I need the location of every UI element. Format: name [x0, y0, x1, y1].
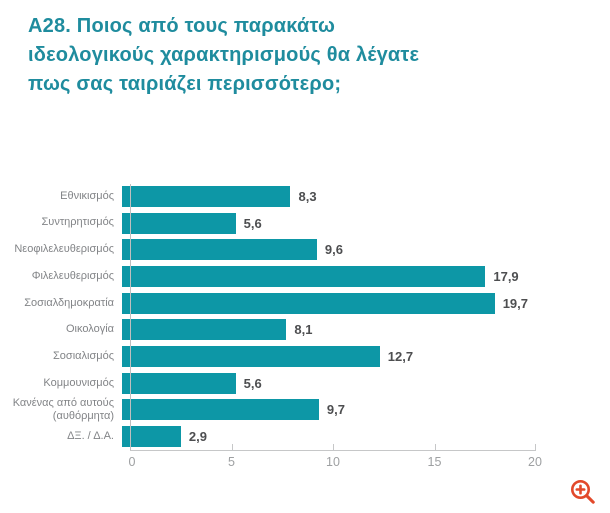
category-label: ΔΞ. / Δ.Α.: [67, 429, 114, 442]
bar-track: 17,9: [122, 265, 528, 287]
value-label: 2,9: [188, 429, 207, 445]
zoom-in-icon-svg: [571, 480, 595, 504]
category-label: Νεοφιλελευθερισμός: [14, 243, 114, 256]
bar-track: 9,7: [122, 399, 528, 421]
value-label: 5,6: [243, 375, 262, 391]
bar: [122, 185, 291, 207]
value-label: 9,6: [324, 242, 343, 258]
chart-row: Σοσιαλισμός 12,7: [0, 343, 610, 370]
bar-track: 8,3: [122, 185, 528, 207]
x-tick-label: 5: [228, 455, 235, 469]
bar-track: 12,7: [122, 345, 528, 367]
chart-row: Εθνικισμός 8,3: [0, 183, 610, 210]
value-label: 8,1: [294, 322, 313, 338]
category-label: Κανένας από αυτούς (αυθόρμητα): [12, 396, 114, 422]
chart-row: Συντηρητισμός 5,6: [0, 210, 610, 237]
bar-track: 8,1: [122, 319, 528, 341]
x-tick-label: 20: [528, 455, 542, 469]
bar: [122, 239, 317, 261]
bar: [122, 265, 486, 287]
bar-track: 9,6: [122, 239, 528, 261]
value-label: 9,7: [326, 402, 345, 418]
bar-track: 5,6: [122, 372, 528, 394]
category-label: Συντηρητισμός: [41, 216, 115, 229]
bar: [122, 212, 236, 234]
bar-rows: Εθνικισμός 8,3 Συντηρητισμός 5,6 Νεοφιλε…: [0, 183, 610, 450]
value-label: 17,9: [493, 268, 519, 284]
bar: [122, 345, 380, 367]
y-axis-line: [130, 184, 131, 450]
value-label: 19,7: [502, 295, 528, 311]
category-label: Οικολογία: [65, 323, 114, 336]
value-label: 12,7: [387, 348, 414, 364]
x-axis-tick: [434, 444, 436, 451]
bar: [122, 426, 181, 448]
bar-track: 2,9: [122, 426, 528, 448]
chart-row: Νεοφιλελευθερισμός 9,6: [0, 236, 610, 263]
category-label: Κομμουνισμός: [43, 376, 114, 389]
bar-chart: Εθνικισμός 8,3 Συντηρητισμός 5,6 Νεοφιλε…: [0, 183, 610, 469]
bar: [122, 372, 236, 394]
category-label: Σοσιαλισμός: [53, 349, 114, 362]
x-axis-tick: [231, 444, 233, 451]
chart-row: Σοσιαλδημοκρατία 19,7: [0, 290, 610, 317]
x-tick-label: 15: [427, 455, 442, 469]
category-label: Σοσιαλδημοκρατία: [24, 296, 114, 309]
x-axis-tick: [535, 444, 536, 451]
chart-row: Κομμουνισμός 5,6: [0, 370, 610, 397]
value-label: 5,6: [243, 215, 262, 231]
bar-track: 19,7: [122, 292, 528, 314]
value-label: 8,3: [298, 188, 317, 204]
chart-row: Οικολογία 8,1: [0, 316, 610, 343]
x-axis-line: [130, 444, 536, 451]
chart-title: Α28. Ποιος από τους παρακάτω ιδεολογικού…: [28, 15, 420, 95]
bar-track: 5,6: [122, 212, 528, 234]
category-label: Φιλελευθερισμός: [31, 269, 114, 282]
chart-row: Κανένας από αυτούς (αυθόρμητα) 9,7: [0, 397, 610, 424]
chart-row: ΔΞ. / Δ.Α. 2,9: [0, 423, 610, 450]
x-tick-label: 0: [128, 455, 136, 469]
category-label: Εθνικισμός: [60, 189, 114, 202]
zoom-in-icon[interactable]: [568, 477, 598, 507]
bar: [122, 292, 495, 314]
bar: [122, 319, 287, 341]
x-tick-label: 10: [326, 455, 340, 469]
x-axis-tick: [333, 444, 334, 451]
bar: [122, 399, 319, 421]
chart-row: Φιλελευθερισμός 17,9: [0, 263, 610, 290]
